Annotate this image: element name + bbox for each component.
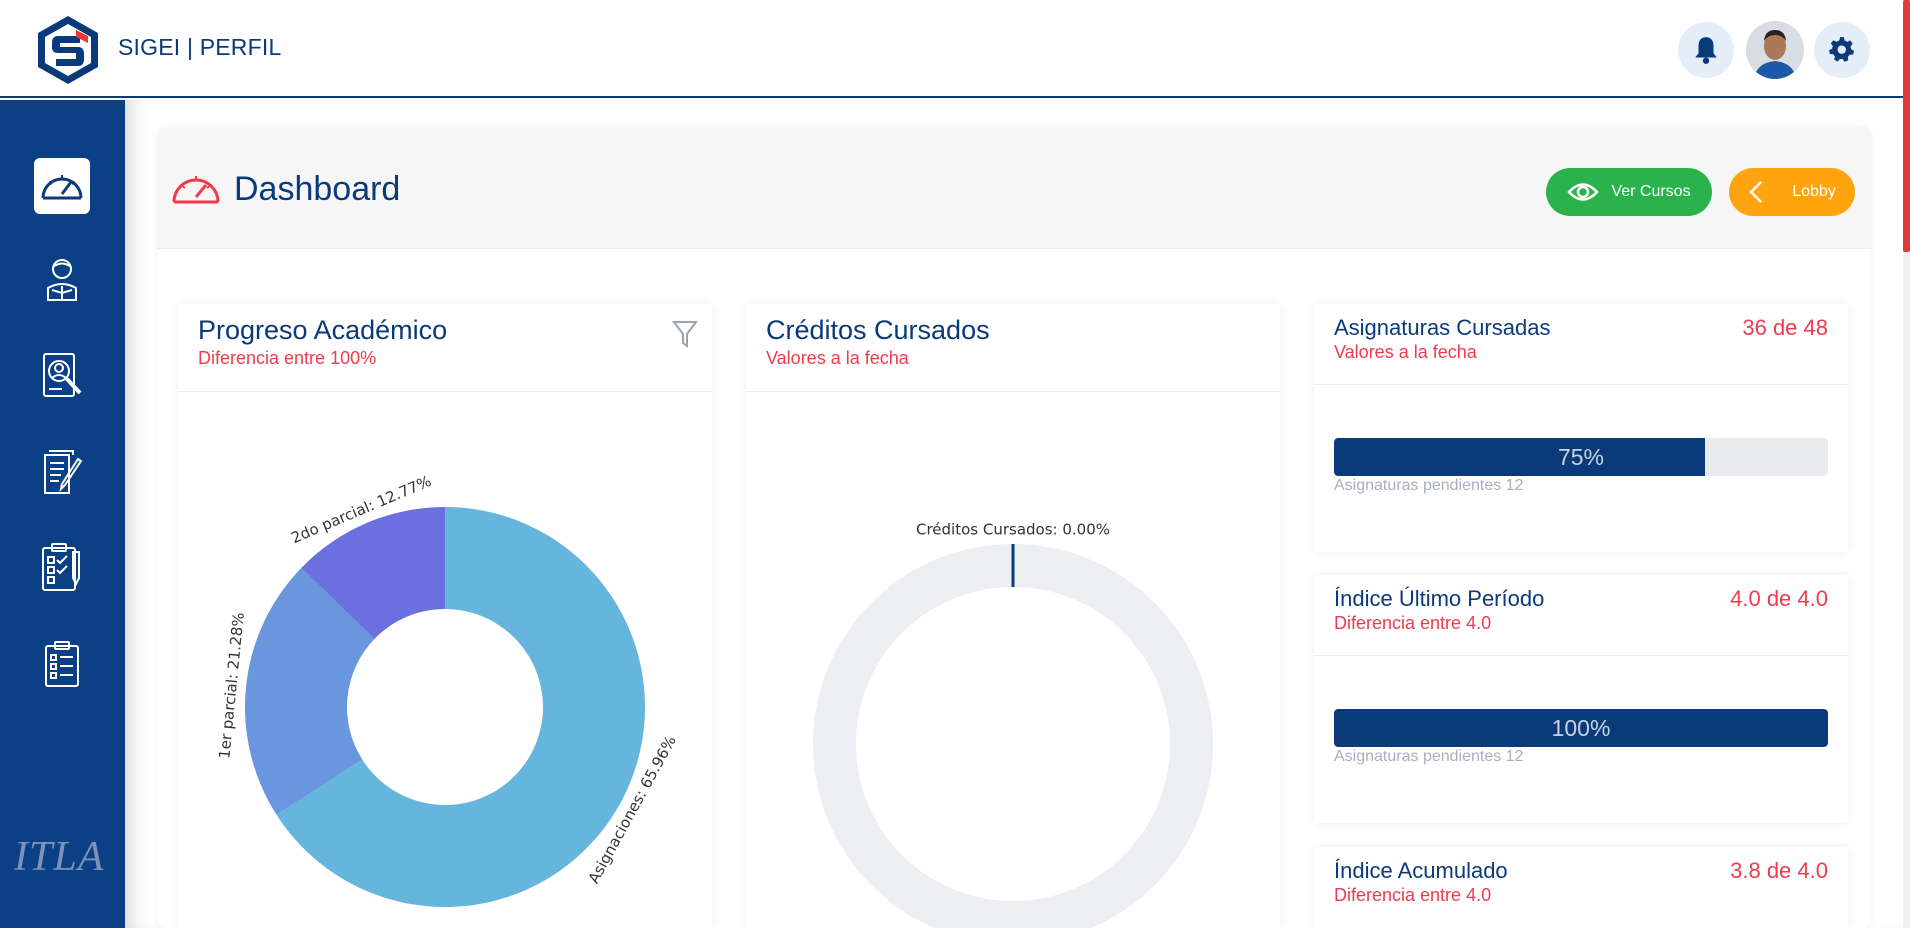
progress-bar: 75% xyxy=(1334,438,1828,476)
slice-2do-parcial[interactable] xyxy=(301,507,445,639)
notifications-button[interactable] xyxy=(1678,22,1734,78)
card-title: Índice Acumulado xyxy=(1334,858,1508,883)
sidebar-item-profile[interactable] xyxy=(34,348,90,404)
filter-icon[interactable] xyxy=(672,319,698,349)
settings-button[interactable] xyxy=(1814,22,1870,78)
creditos-donut-chart: Créditos Cursados: 0.00% xyxy=(813,521,1213,928)
card-header xyxy=(1314,304,1848,385)
checklist-clipboard-icon xyxy=(42,543,80,591)
sidebar-item-reports[interactable] xyxy=(34,636,90,692)
lobby-label: Lobby xyxy=(1792,183,1836,200)
card-subtitle: Diferencia entre 4.0 xyxy=(1334,613,1492,633)
progress-bar: 100% xyxy=(1334,709,1828,747)
student-reading-icon xyxy=(47,259,77,301)
top-bar: SIGEI | PERFIL xyxy=(0,0,1910,98)
itla-logo: ITLA xyxy=(14,834,105,880)
card-value: 4.0 de 4.0 xyxy=(1730,586,1828,611)
chevron-left-icon xyxy=(1749,181,1763,203)
eye-icon xyxy=(1567,183,1600,201)
bell-icon xyxy=(1695,37,1717,64)
profile-search-icon xyxy=(43,353,82,397)
slice-1er-parcial[interactable] xyxy=(245,567,375,815)
page-title: Dashboard xyxy=(234,170,401,208)
document-edit-icon xyxy=(44,450,83,494)
indice-ultimo-periodo-card: Índice Último Período Diferencia entre 4… xyxy=(1314,575,1848,823)
progreso-academico-card: Progreso Académico Diferencia entre 100%… xyxy=(178,304,712,928)
scrollbar-thumb[interactable] xyxy=(1903,0,1910,252)
speedometer-icon xyxy=(172,176,220,204)
card-subtitle: Valores a la fecha xyxy=(1334,342,1477,362)
ver-cursos-button[interactable]: Ver Cursos xyxy=(1546,168,1712,216)
sidebar-item-documents[interactable] xyxy=(34,444,90,500)
ver-cursos-label: Ver Cursos xyxy=(1611,183,1691,200)
sidebar-item-student[interactable] xyxy=(34,252,90,308)
lobby-button[interactable]: Lobby xyxy=(1729,168,1855,216)
creditos-cursados-card: Créditos Cursados Valores a la fecha Cré… xyxy=(746,304,1280,928)
scrollbar-track[interactable] xyxy=(1903,0,1910,928)
speedometer-icon xyxy=(41,175,83,200)
sidebar-item-evaluations[interactable] xyxy=(34,540,90,596)
card-title: Asignaturas Cursadas xyxy=(1334,315,1551,340)
progress-label: 100% xyxy=(1551,715,1611,741)
card-subtitle: Diferencia entre 100% xyxy=(198,348,377,368)
slice-asignaciones[interactable] xyxy=(276,507,645,907)
card-subtitle: Diferencia entre 4.0 xyxy=(1334,885,1492,905)
progress-bar-fill xyxy=(1334,709,1828,747)
card-header xyxy=(1314,575,1848,656)
card-value: 36 de 48 xyxy=(1742,315,1828,340)
avatar[interactable] xyxy=(1746,21,1804,79)
progress-note: Asignaturas pendientes 12 xyxy=(1334,477,1524,494)
progress-bar-fill xyxy=(1334,438,1705,476)
card-header xyxy=(746,304,1280,392)
asignaturas-cursadas-card: Asignaturas Cursadas Valores a la fecha … xyxy=(1314,304,1848,552)
card-title: Créditos Cursados xyxy=(766,315,990,345)
sidebar-item-dashboard[interactable] xyxy=(34,158,90,214)
card-title: Índice Último Período xyxy=(1334,586,1545,611)
gear-icon xyxy=(1829,37,1855,62)
sigei-logo[interactable] xyxy=(36,14,100,86)
app-title: SIGEI | PERFIL xyxy=(118,34,282,60)
indice-acumulado-card: Índice Acumulado Diferencia entre 4.0 3.… xyxy=(1314,847,1848,928)
slice-label: Créditos Cursados: 0.00% xyxy=(916,521,1110,539)
card-value: 3.8 de 4.0 xyxy=(1730,858,1828,883)
card-header xyxy=(178,304,712,392)
progress-note: Asignaturas pendientes 12 xyxy=(1334,748,1524,765)
card-subtitle: Valores a la fecha xyxy=(766,348,909,368)
progreso-donut-chart: Asignaciones: 65.96%1er parcial: 21.28%2… xyxy=(215,472,680,907)
clipboard-list-icon xyxy=(45,641,79,687)
progress-label: 75% xyxy=(1557,444,1605,470)
donut-track xyxy=(813,544,1213,928)
card-title: Progreso Académico xyxy=(198,315,448,345)
sidebar: ITLA xyxy=(0,100,125,928)
slice-label: 1er parcial: 21.28% xyxy=(215,612,248,760)
user-photo xyxy=(1746,21,1804,79)
